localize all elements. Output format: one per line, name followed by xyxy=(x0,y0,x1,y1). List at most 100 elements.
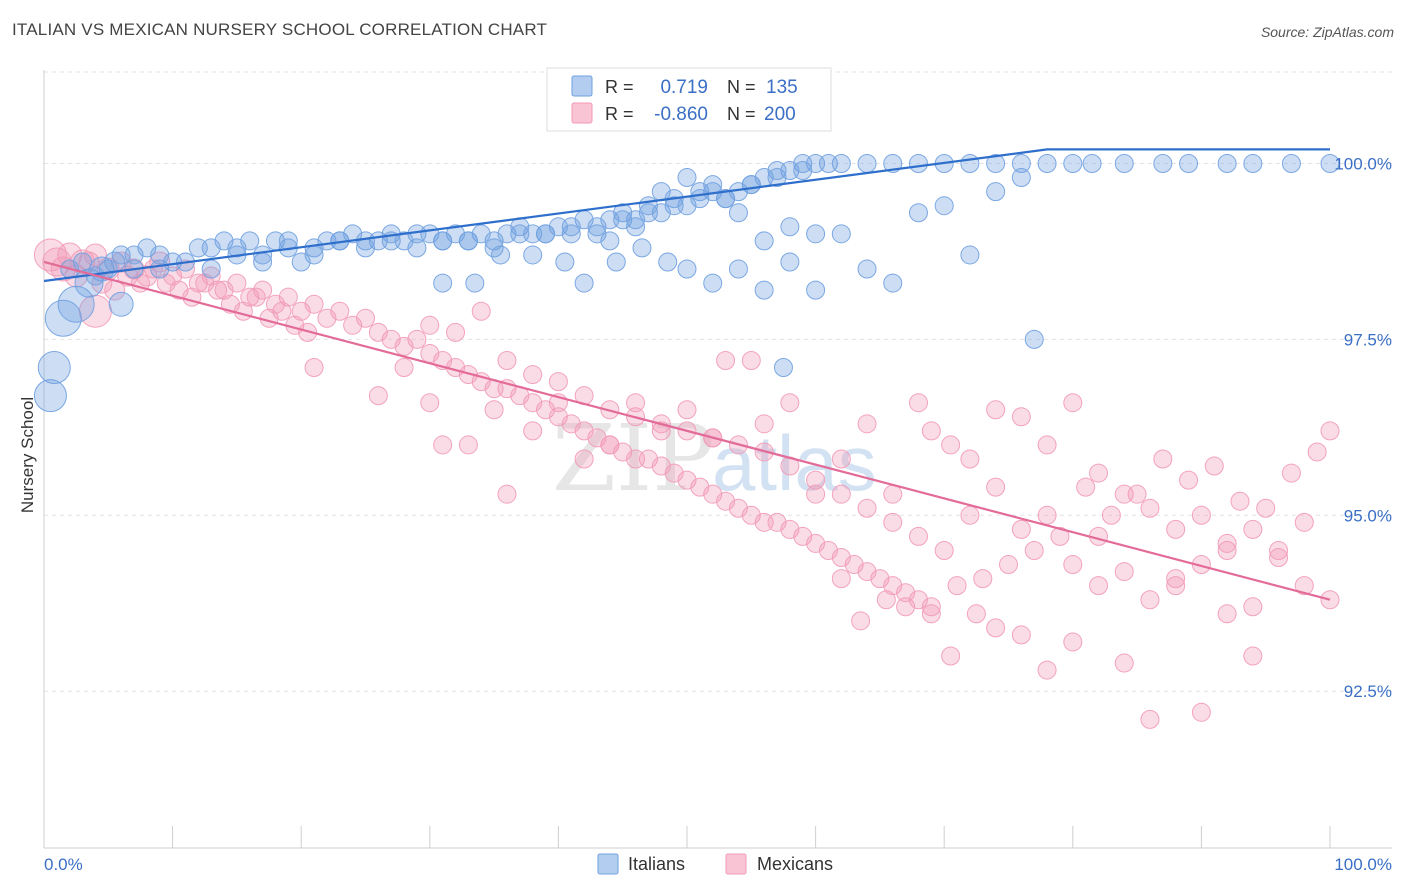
mexicans-point-77 xyxy=(497,484,517,504)
watermark-zip: ZIP xyxy=(552,405,714,512)
mexicans-point-158 xyxy=(1243,519,1263,539)
italians-point-104 xyxy=(1024,329,1044,349)
mexicans-point-87 xyxy=(741,350,761,370)
mexicans-point-148 xyxy=(986,400,1006,420)
mexicans-point-120 xyxy=(1037,660,1057,680)
legend-bottom: Italians Mexicans xyxy=(597,853,833,875)
mexicans-point-157 xyxy=(1217,533,1237,553)
mexicans-point-114 xyxy=(896,597,916,617)
italians-point-2 xyxy=(44,299,82,337)
y-axis-title: Nursery School xyxy=(18,397,37,513)
mexicans-point-78 xyxy=(523,421,543,441)
italians-point-138 xyxy=(638,203,658,223)
mexicans-point-179 xyxy=(857,498,877,518)
mexicans-point-70 xyxy=(304,358,324,378)
italians-point-143 xyxy=(767,168,787,188)
italians-point-76 xyxy=(1217,153,1237,173)
mexicans-point-8 xyxy=(136,265,158,287)
legend-r-label-2: R = xyxy=(605,104,634,124)
mexicans-point-178 xyxy=(831,484,851,504)
mexicans-point-155 xyxy=(1166,519,1186,539)
italians-point-42 xyxy=(561,224,581,244)
italians-point-96 xyxy=(857,259,877,279)
mexicans-point-75 xyxy=(458,435,478,455)
italians-point-18 xyxy=(253,245,273,265)
mexicans-point-96 xyxy=(960,505,980,525)
italians-point-82 xyxy=(491,245,511,265)
italians-point-17 xyxy=(240,231,260,251)
italians-point-71 xyxy=(1063,153,1083,173)
italians-point-136 xyxy=(587,224,607,244)
mexicans-point-139 xyxy=(1204,456,1224,476)
italians-point-133 xyxy=(510,224,530,244)
mexicans-point-89 xyxy=(780,393,800,413)
mexicans-point-81 xyxy=(600,435,620,455)
italians-point-144 xyxy=(793,161,813,181)
y-tick-label-2: 95.0% xyxy=(1344,506,1392,525)
mexicans-point-117 xyxy=(966,604,986,624)
mexicans-point-104 xyxy=(1166,576,1186,596)
mexicans-point-162 xyxy=(420,315,440,335)
mexicans-point-196 xyxy=(246,287,266,307)
mexicans-point-167 xyxy=(548,372,568,392)
mexicans-point-88 xyxy=(754,414,774,434)
y-tick-labels: 100.0% 97.5% 95.0% 92.5% xyxy=(1334,154,1392,701)
mexicans-point-135 xyxy=(1101,505,1121,525)
legend-r-label-1: R = xyxy=(605,77,634,97)
mexicans-point-128 xyxy=(1243,646,1263,666)
mexicans-point-123 xyxy=(1114,653,1134,673)
italians-point-125 xyxy=(304,245,324,265)
mexicans-point-145 xyxy=(921,421,941,441)
italians-point-142 xyxy=(741,175,761,195)
mexicans-point-84 xyxy=(677,400,697,420)
italians-point-135 xyxy=(561,217,581,237)
mexicans-point-116 xyxy=(941,646,961,666)
italians-point-74 xyxy=(1153,153,1173,173)
italians-point-83 xyxy=(523,245,543,265)
mexicans-point-193 xyxy=(208,280,228,300)
mexicans-point-161 xyxy=(1320,421,1340,441)
mexicans-point-23 xyxy=(330,301,350,321)
mexicans-point-147 xyxy=(960,449,980,469)
italians-point-98 xyxy=(908,203,928,223)
italians-point-78 xyxy=(1281,153,1301,173)
legend-mexicans-swatch xyxy=(571,102,593,124)
italians-point-68 xyxy=(986,153,1006,173)
mexicans-point-113 xyxy=(876,590,896,610)
mexicans-point-131 xyxy=(999,555,1018,575)
mexicans-point-91 xyxy=(831,449,851,469)
trend-lines xyxy=(43,148,1331,601)
italians-point-89 xyxy=(677,259,697,279)
italians-point-99 xyxy=(934,196,954,216)
mexicans-points xyxy=(33,238,1340,729)
italians-point-140 xyxy=(690,182,710,202)
mexicans-point-127 xyxy=(1217,604,1237,624)
mexicans-point-164 xyxy=(471,301,491,321)
mexicans-point-163 xyxy=(446,322,466,342)
mexicans-point-80 xyxy=(574,449,594,469)
mexicans-point-72 xyxy=(394,358,414,378)
italians-point-112 xyxy=(780,217,800,237)
mexicans-point-82 xyxy=(626,393,646,413)
mexicans-point-180 xyxy=(883,512,903,532)
x-tick-label-min: 0.0% xyxy=(44,855,83,874)
mexicans-point-121 xyxy=(1063,632,1083,652)
y-tick-label-1: 97.5% xyxy=(1344,330,1392,349)
mexicans-point-115 xyxy=(921,604,941,624)
legend-n-label-1: N = xyxy=(727,77,756,97)
legend-n-value-1: 135 xyxy=(766,77,798,98)
mexicans-point-3 xyxy=(70,249,96,275)
italians-point-70 xyxy=(1037,153,1057,173)
mexicans-point-108 xyxy=(1269,548,1289,568)
legend-top: R = 0.719 N = 135 R = -0.860 N = 200 xyxy=(546,67,832,132)
mexicans-point-92 xyxy=(857,414,877,434)
mexicans-point-198 xyxy=(272,301,292,321)
italians-point-73 xyxy=(1114,153,1134,173)
mexicans-point-146 xyxy=(941,435,961,455)
x-tick-label-max: 100.0% xyxy=(1334,855,1392,874)
mexicans-point-25 xyxy=(356,308,375,328)
italians-point-90 xyxy=(703,273,723,293)
mexicans-point-21 xyxy=(304,294,324,314)
mexicans-point-93 xyxy=(883,484,903,504)
